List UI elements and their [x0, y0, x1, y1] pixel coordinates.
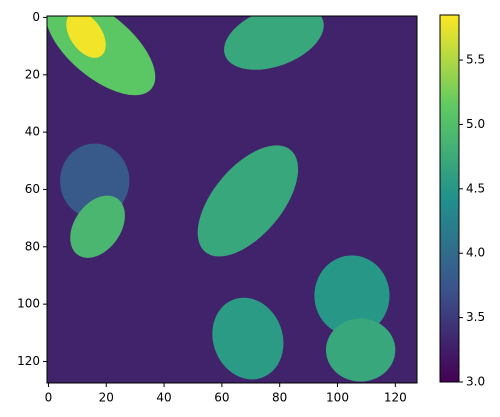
y-tick-label: 20	[25, 67, 40, 81]
region	[70, 195, 125, 258]
y-tick-label: 60	[25, 182, 40, 196]
colorbar	[439, 14, 460, 383]
x-tick-label: 40	[156, 391, 171, 405]
colorbar-tick-label: 5.5	[466, 53, 485, 67]
y-tick-label: 80	[25, 239, 40, 253]
x-tick-label: 20	[99, 391, 114, 405]
colorbar-tick-label: 3.0	[466, 375, 485, 389]
x-tick-label: 100	[326, 391, 349, 405]
colorbar-tick-label: 3.5	[466, 310, 485, 324]
axes-frame	[46, 15, 418, 384]
colorbar-tick-label: 4.0	[466, 246, 485, 260]
region	[314, 255, 390, 336]
y-tick-label: 100	[17, 297, 40, 311]
x-tick-label: 0	[45, 391, 53, 405]
colorbar-tick-label: 4.5	[466, 181, 485, 195]
y-tick-label: 40	[25, 125, 40, 139]
region	[197, 145, 299, 257]
x-tick-label: 80	[272, 391, 287, 405]
region	[212, 297, 284, 380]
x-tick-label: 120	[384, 391, 407, 405]
colorbar-tick-label: 5.0	[466, 117, 485, 131]
y-tick-label: 0	[32, 10, 40, 24]
x-tick-label: 60	[214, 391, 229, 405]
region	[325, 318, 396, 382]
region	[66, 16, 106, 58]
image	[47, 16, 417, 383]
y-tick-label: 120	[17, 354, 40, 368]
region	[224, 16, 324, 70]
